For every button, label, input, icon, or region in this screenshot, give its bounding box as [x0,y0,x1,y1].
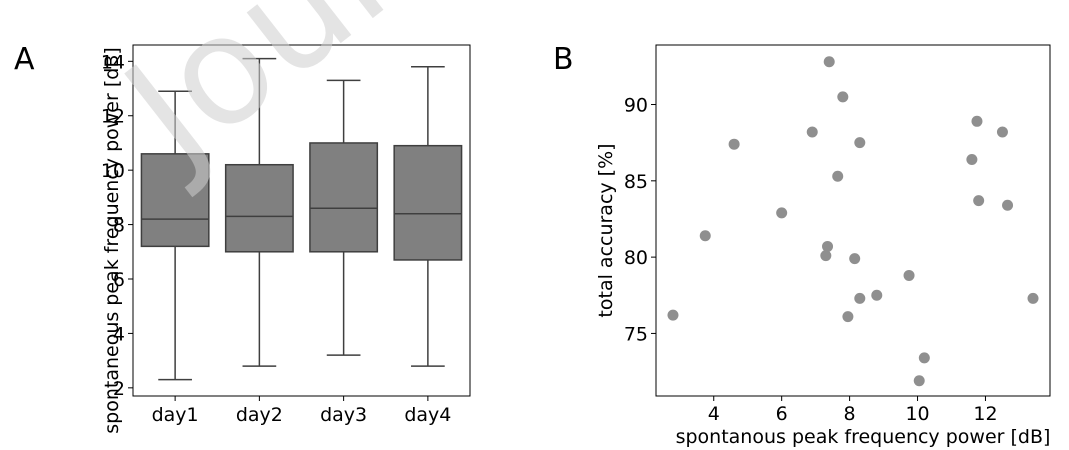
scatter-point [913,375,925,387]
x-tick-label: day2 [236,404,283,426]
x-tick-label: 4 [708,403,720,425]
y-tick-label: 80 [624,247,648,269]
y-tick-label: 8 [113,215,125,237]
y-tick-label: 14 [101,51,125,73]
scatter-point [1002,199,1014,211]
x-axis-label: spontanous peak frequency power [dB] [676,426,1051,448]
scatter-point [903,269,915,281]
scatter-point [871,289,883,301]
plot-frame [655,44,1051,397]
panel-b-label: B [553,42,574,77]
scatter-point [1027,292,1039,304]
scatter-point [854,292,866,304]
scatter-point [667,309,679,321]
y-tick-label: 90 [624,95,648,117]
x-tick-label: day1 [152,404,199,426]
box-plot-panel: 2 4 6 8 10 12 14 day1 day2 day3 day4 spontaneous pe… [101,44,471,434]
scatter-point [971,115,983,127]
y-tick-label: 6 [113,269,125,291]
x-tick-label: day3 [320,404,367,426]
y-axis-label: spontaneous peak frequency power [dB] [101,47,123,434]
y-tick-label: 75 [624,323,648,345]
scatter-point [918,352,930,364]
y-tick-label: 85 [624,171,648,193]
scatter-point [776,207,788,219]
scatter-point [806,126,818,138]
x-tick-label: day4 [404,404,451,426]
scatter-point [966,153,978,165]
scatter-plot-panel: 4 6 8 10 12 75 80 85 90 spontanous peak frequency… [595,44,1051,448]
y-tick-label: 4 [113,323,125,345]
scatter-point [973,195,985,207]
x-tick-label: 8 [844,403,856,425]
scatter-point [699,230,711,242]
scatter-point [849,253,861,265]
box-day4 [393,144,463,261]
panel-a-label: A [14,42,35,77]
y-axis-label: total accuracy [%] [595,143,617,317]
scatter-point [832,170,844,182]
x-tick-label: 6 [776,403,788,425]
box-day3 [309,142,379,253]
y-tick-label: 2 [113,378,125,400]
x-tick-label: 12 [973,403,997,425]
plot-frame [132,44,471,397]
scatter-point [823,56,835,68]
scatter-point [854,137,866,149]
scatter-point [820,250,832,262]
y-tick-label: 10 [101,160,125,182]
box-day2 [224,163,294,253]
y-tick-label: 12 [101,106,125,128]
scatter-point [996,126,1008,138]
scatter-point [837,91,849,103]
x-tick-label: 10 [905,403,929,425]
scatter-point [822,240,834,252]
box-day1 [140,153,210,248]
scatter-point [728,138,740,150]
scatter-point [842,311,854,323]
